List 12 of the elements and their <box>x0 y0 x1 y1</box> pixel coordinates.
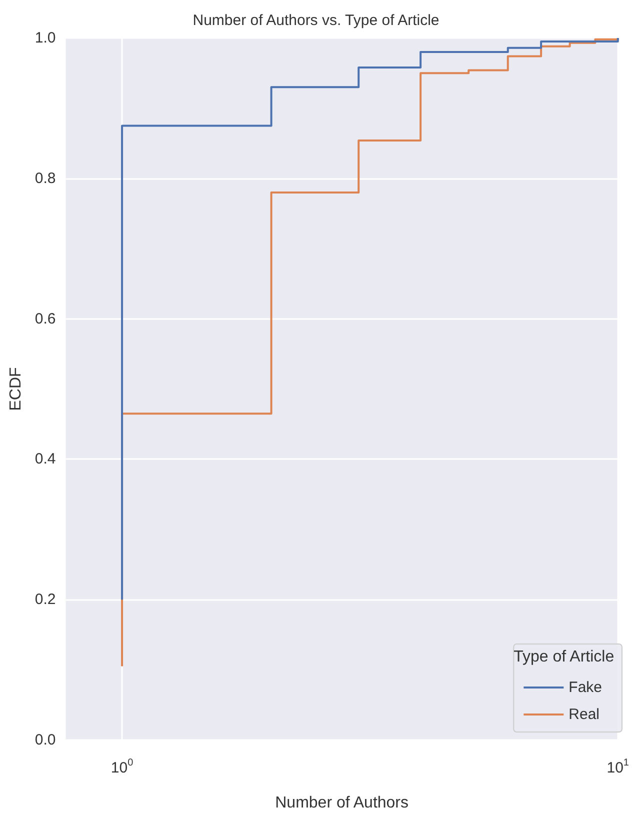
legend-title: Type of Article <box>514 648 614 666</box>
y-tick-label: 0.8 <box>34 170 56 187</box>
legend-label: Fake <box>568 679 602 696</box>
y-tick-label: 1.0 <box>34 30 56 46</box>
y-tick-label: 0.4 <box>34 450 56 468</box>
y-axis-title: ECDF <box>8 367 24 411</box>
y-tick-label: 0.2 <box>34 591 56 608</box>
y-tick-label: 0.0 <box>34 732 56 748</box>
legend-label: Real <box>568 706 600 723</box>
y-tick-label: 0.6 <box>34 310 56 328</box>
x-axis-title: Number of Authors <box>275 794 409 812</box>
chart-title: Number of Authors vs. Type of Article <box>192 12 440 29</box>
